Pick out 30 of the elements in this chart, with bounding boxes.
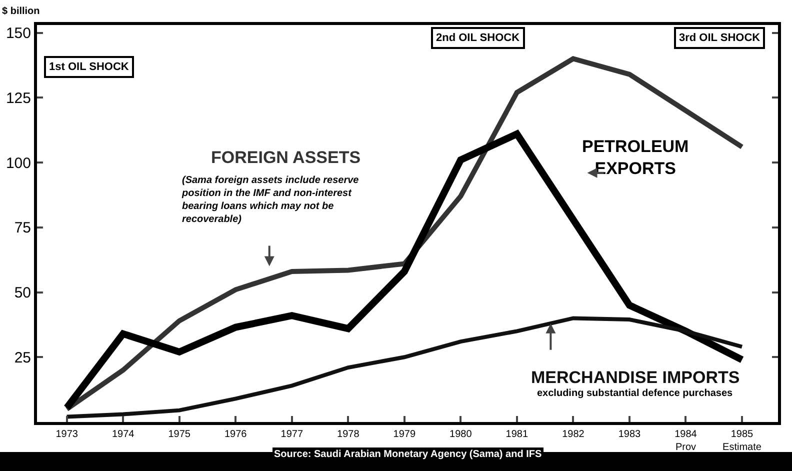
y-tick-label: 25	[14, 349, 31, 366]
y-tick-label: 125	[6, 90, 31, 107]
annotation: (Sama foreign assets include reserve position in the IMF and non-interest bearing loans which may not be recoverable)	[181, 175, 360, 225]
annotation: 2nd OIL SHOCK	[436, 32, 520, 44]
x-tick-label: 1976	[224, 429, 248, 440]
annotation: 3rd OIL SHOCK	[679, 32, 760, 44]
source-note: Source: Saudi Arabian Monetary Agency (Sama) and IFS	[274, 449, 542, 460]
x-tick-label: 1981	[506, 429, 528, 440]
x-tick-label: 1982	[562, 429, 585, 440]
y-axis-title: $ billion	[2, 6, 40, 17]
y-tick-label: 75	[14, 220, 31, 237]
y-tick-label: 50	[14, 284, 31, 302]
x-tick-label: 1975	[168, 429, 191, 440]
x-tick-label: 1977	[280, 429, 304, 440]
annotation: 1st OIL SHOCK	[49, 61, 129, 73]
x-tick-label: 1980	[450, 429, 472, 440]
x-tick-label: 1983	[618, 429, 642, 440]
series-label: MERCHANDISE IMPORTS	[531, 368, 740, 387]
line-series	[64, 316, 744, 419]
x-tick-label: 1978	[337, 429, 360, 440]
annotation: excluding substantial defence purchases	[537, 388, 734, 399]
x-tick-label: 1984 Prov	[674, 429, 698, 453]
x-tick-label: 1974	[112, 429, 135, 440]
x-tick-label: 1985 Estimate	[722, 429, 762, 453]
x-tick-label: 1973	[56, 429, 78, 440]
y-tick-label: 100	[6, 154, 31, 172]
y-tick-label: 150	[6, 25, 31, 42]
text: FOREIGN ASSETS	[211, 148, 361, 167]
x-tick-label: 1979	[393, 429, 416, 440]
series-label: PETROLEUM EXPORTS	[582, 137, 689, 178]
